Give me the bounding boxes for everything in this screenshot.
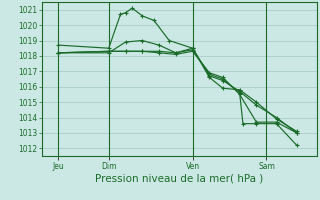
X-axis label: Pression niveau de la mer( hPa ): Pression niveau de la mer( hPa ) [95, 173, 263, 183]
